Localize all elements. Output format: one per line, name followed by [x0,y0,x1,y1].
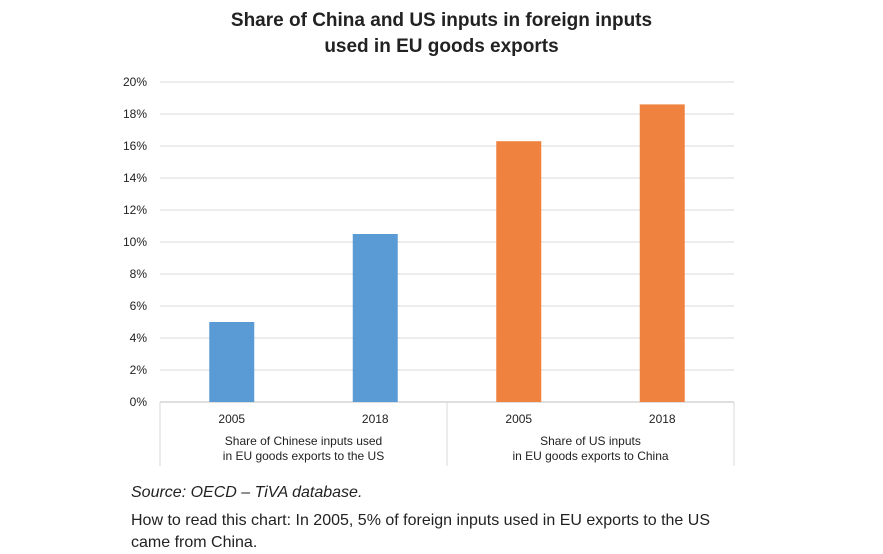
y-tick-label: 0% [130,395,148,409]
how-to-read-note: How to read this chart: In 2005, 5% of f… [131,512,710,551]
y-tick-label: 6% [130,299,148,313]
group-label: in EU goods exports to the US [223,449,384,463]
y-tick-label: 4% [130,331,148,345]
y-tick-label: 20% [123,75,147,89]
group-label: in EU goods exports to China [512,449,668,463]
y-tick-label: 18% [123,107,147,121]
source-note: Source: OECD – TiVA database. [131,484,363,501]
y-tick-label: 8% [130,267,148,281]
bar [352,234,398,402]
title-line: Share of China and US inputs in foreign … [230,10,653,31]
bar [209,322,255,402]
y-tick-label: 10% [123,235,147,249]
chart-title: Share of China and US inputs in foreign … [0,8,883,60]
x-tick-label: 2018 [362,412,389,426]
title-line: used in EU goods exports [324,36,559,57]
y-tick-label: 14% [123,171,147,185]
y-tick-label: 16% [123,139,147,153]
bar [496,141,542,402]
y-tick-label: 12% [123,203,147,217]
x-tick-label: 2018 [649,412,676,426]
x-tick-label: 2005 [505,412,532,426]
x-tick-label: 2005 [218,412,245,426]
group-label: Share of US inputs [540,434,641,448]
bar [639,104,685,403]
bar-chart: 0% 2% 4% 6% 8% 10% 12% 14% 16% 18% 20% 2005 2018 Shar… [123,75,735,466]
y-tick-label: 2% [130,363,148,377]
group-label: Share of Chinese inputs used [225,434,382,448]
